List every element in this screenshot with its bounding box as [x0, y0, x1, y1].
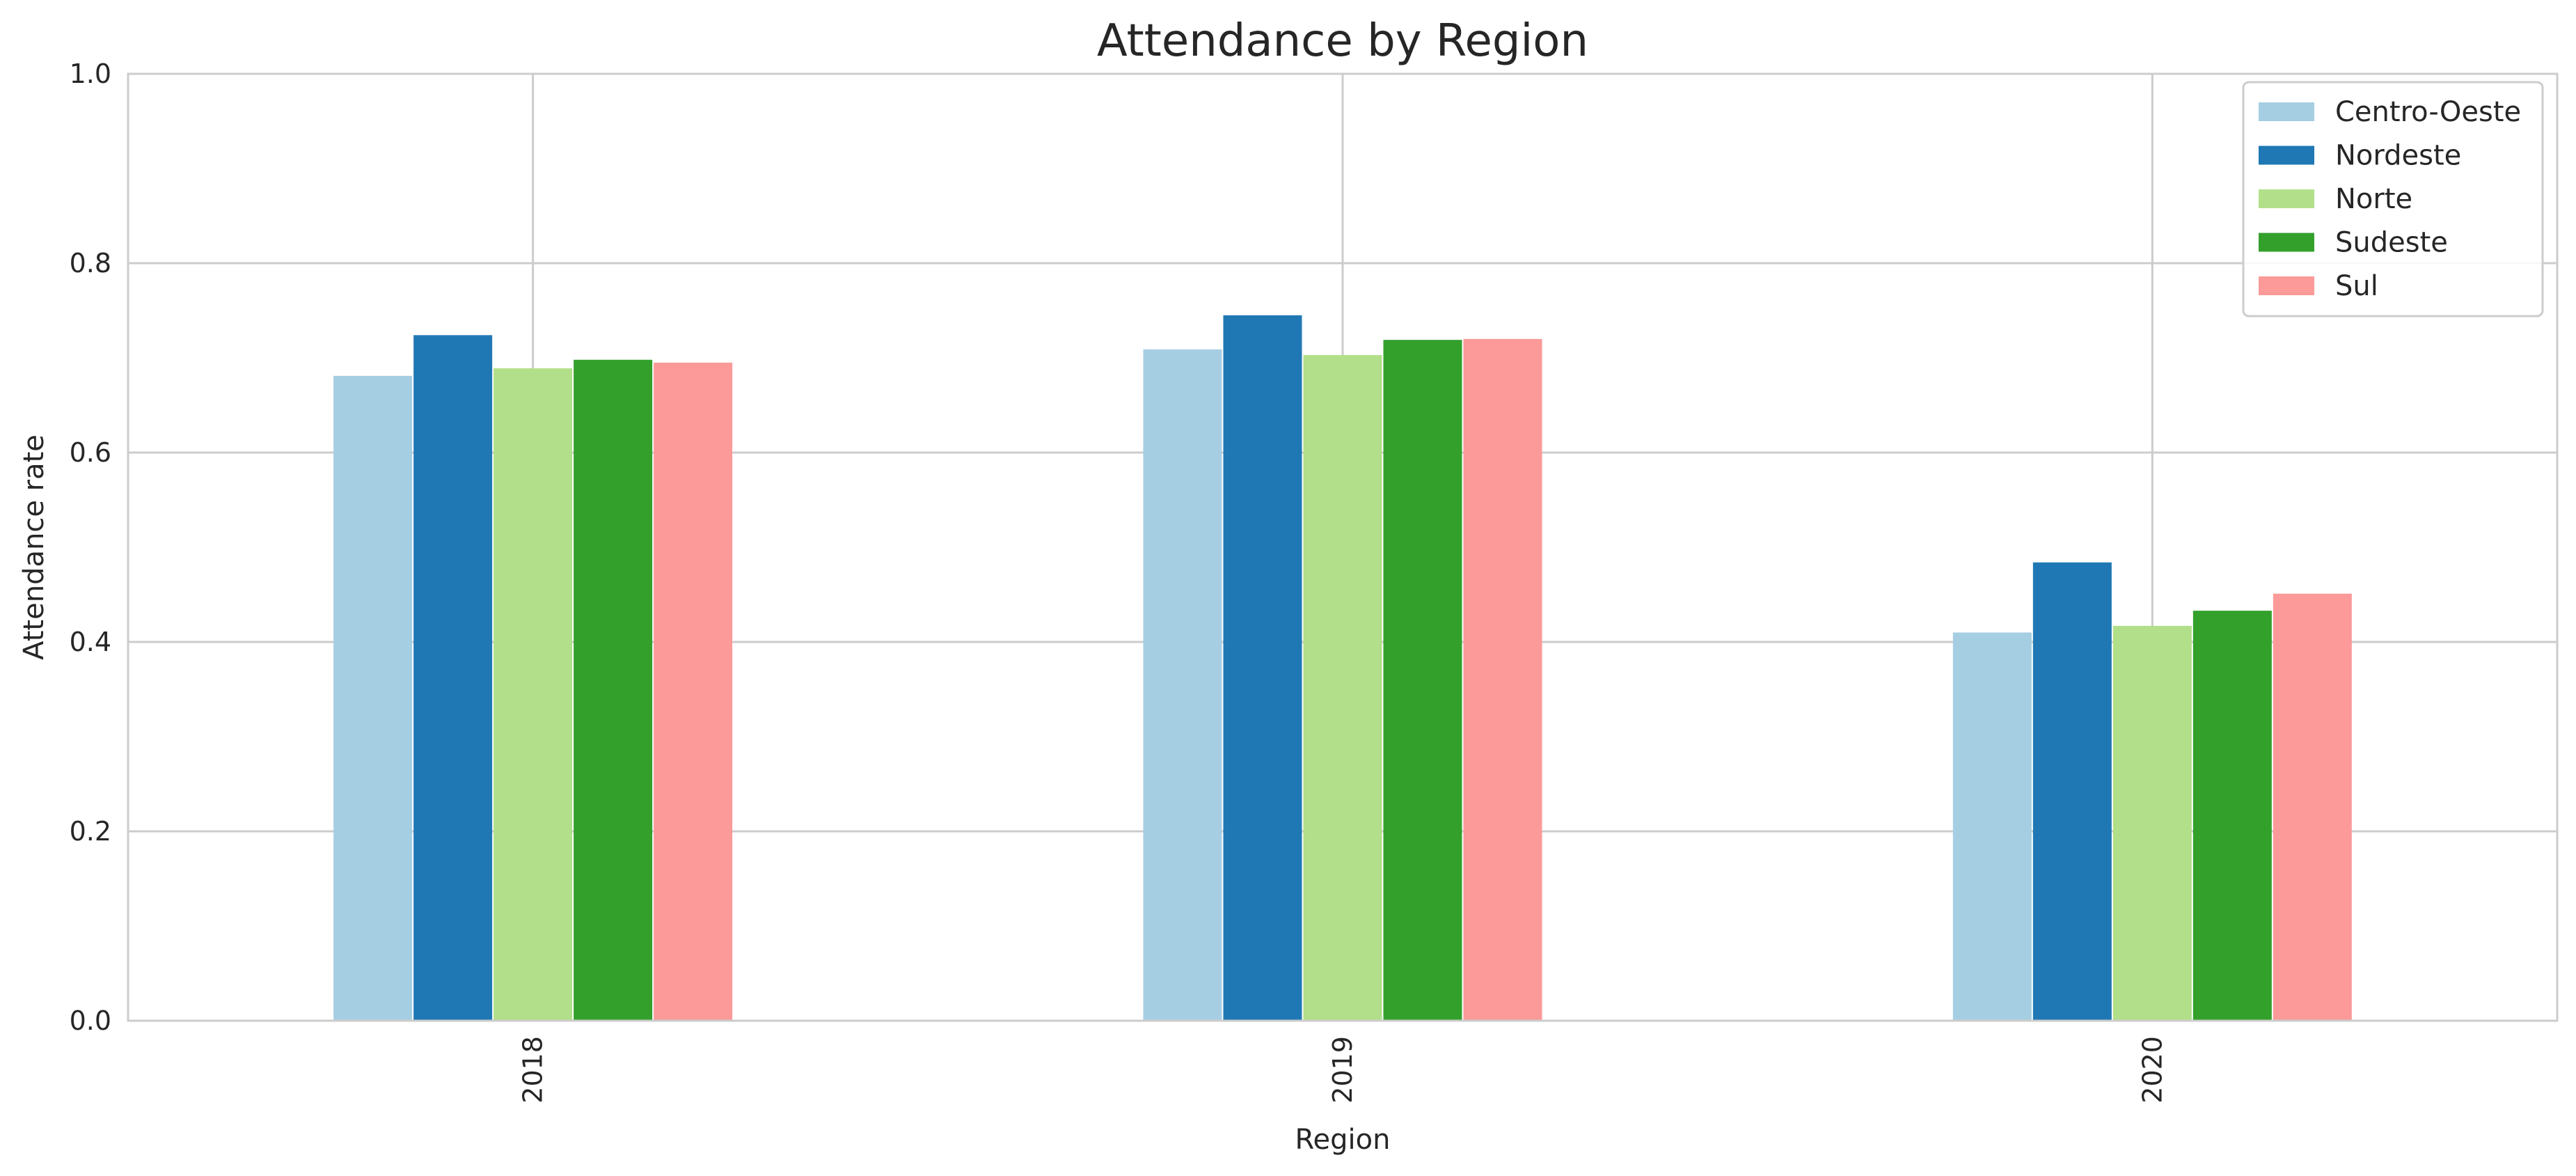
x-tick-label: 2019: [1327, 1036, 1358, 1104]
bar: [2112, 625, 2192, 1021]
bars: [333, 315, 2352, 1021]
y-tick-label: 0.6: [70, 437, 111, 468]
y-tick-label: 0.4: [70, 627, 111, 657]
bar: [1952, 632, 2032, 1021]
legend-swatch: [2259, 189, 2314, 208]
bar: [654, 362, 733, 1021]
bar: [1383, 340, 1462, 1021]
legend-swatch: [2259, 146, 2314, 165]
chart-title: Attendance by Region: [1097, 15, 1588, 67]
bar: [413, 335, 493, 1021]
legend-swatch: [2259, 276, 2314, 295]
x-axis-label: Region: [1295, 1124, 1391, 1156]
legend-label: Nordeste: [2335, 140, 2461, 172]
bar: [1143, 349, 1222, 1021]
legend-frame: [2242, 81, 2544, 317]
y-axis-ticks: 0.0 0.2 0.4 0.6 0.8 1.0: [70, 58, 111, 1036]
x-tick-label: 2020: [2137, 1036, 2167, 1104]
bar: [1223, 315, 1302, 1021]
legend-label: Norte: [2335, 183, 2412, 215]
x-tick-label: 2018: [518, 1036, 548, 1104]
y-tick-label: 0.8: [70, 248, 111, 279]
legend-label: Centro-Oeste: [2335, 96, 2521, 128]
bar: [1303, 354, 1382, 1021]
legend-label: Sul: [2335, 270, 2378, 302]
legend: Centro-Oeste Nordeste Norte Sudeste Sul: [2242, 81, 2544, 317]
y-tick-label: 0.0: [70, 1005, 111, 1036]
bar: [1463, 338, 1542, 1021]
bar: [2032, 562, 2112, 1021]
bar: [493, 368, 573, 1021]
legend-swatch: [2259, 233, 2314, 252]
plot-frame: [127, 72, 2559, 1022]
bar: [574, 359, 653, 1021]
bar: [333, 375, 413, 1021]
legend-label: Sudeste: [2335, 227, 2448, 259]
y-tick-label: 0.2: [70, 816, 111, 847]
bar: [2192, 611, 2272, 1021]
y-axis-label: Attendance rate: [18, 434, 50, 660]
bar: [2273, 593, 2352, 1021]
x-axis-ticks: 2018 2019 2020: [518, 1036, 2168, 1104]
y-tick-label: 1.0: [70, 58, 111, 89]
legend-swatch: [2259, 102, 2314, 121]
